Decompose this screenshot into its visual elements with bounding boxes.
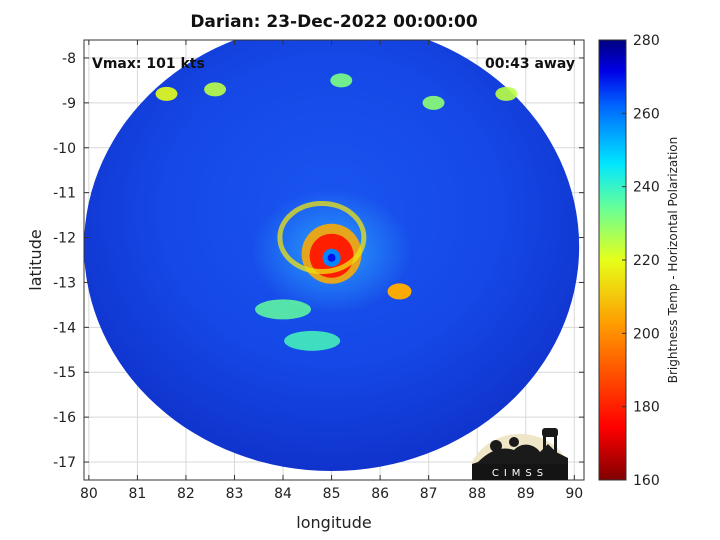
x-tick-label: 80 [80, 486, 98, 502]
convective-cell [495, 86, 518, 101]
x-tick-label: 88 [468, 486, 486, 502]
colorbar-tick-label: 220 [633, 253, 660, 269]
logo-text: CIMSS [492, 468, 548, 479]
y-ticks: -8 -9 -10 -11 -12 -13 -14 -15 -16 -17 [53, 51, 584, 471]
convective-cell [330, 73, 353, 88]
rain-band [284, 330, 341, 351]
colorbar-tick-label: 280 [633, 33, 660, 49]
x-axis-label: longitude [296, 513, 371, 532]
x-ticks: 80 81 82 83 84 85 86 87 88 89 90 [80, 40, 583, 502]
eye-center [327, 253, 336, 262]
features [155, 73, 518, 351]
colorbar-ticks: 160 180 200 220 240 260 280 [622, 33, 660, 489]
convective-cell [422, 95, 445, 110]
chart-title: Darian: 23-Dec-2022 00:00:00 [190, 12, 478, 32]
x-tick-label: 83 [226, 486, 244, 502]
time-away-annotation: 00:43 away [485, 56, 575, 72]
convective-cell [204, 82, 227, 97]
y-tick-label: -10 [53, 141, 76, 157]
cimss-logo: CIMSS [472, 428, 568, 480]
x-tick-label: 89 [517, 486, 535, 502]
colorbar-label: Brightness Temp - Horizontal Polarizatio… [666, 137, 680, 384]
y-tick-label: -8 [62, 51, 76, 67]
x-tick-label: 86 [371, 486, 389, 502]
colorbar [598, 39, 627, 481]
y-tick-label: -17 [53, 455, 76, 471]
colorbar-tick-label: 180 [633, 400, 660, 416]
y-tick-label: -12 [53, 231, 76, 247]
vmax-annotation: Vmax: 101 kts [92, 56, 205, 72]
colorbar-tick-label: 260 [633, 106, 660, 122]
x-tick-label: 85 [323, 486, 341, 502]
y-tick-label: -13 [53, 275, 76, 291]
y-tick-label: -15 [53, 365, 76, 381]
x-tick-label: 82 [177, 486, 195, 502]
y-tick-label: -14 [53, 320, 76, 336]
x-tick-label: 90 [565, 486, 583, 502]
y-tick-label: -9 [62, 96, 76, 112]
x-tick-label: 87 [420, 486, 438, 502]
colorbar-tick-label: 200 [633, 326, 660, 342]
y-tick-label: -16 [53, 410, 76, 426]
y-axis-label: latitude [26, 229, 45, 290]
y-tick-label: -11 [53, 186, 76, 202]
x-tick-label: 81 [128, 486, 146, 502]
inner-band [277, 201, 367, 275]
x-tick-label: 84 [274, 486, 292, 502]
colorbar-tick-label: 160 [633, 473, 660, 489]
convective-cell [155, 86, 178, 101]
convective-cell [387, 283, 412, 300]
colorbar-tick-label: 240 [633, 180, 660, 196]
rain-band [255, 299, 312, 320]
